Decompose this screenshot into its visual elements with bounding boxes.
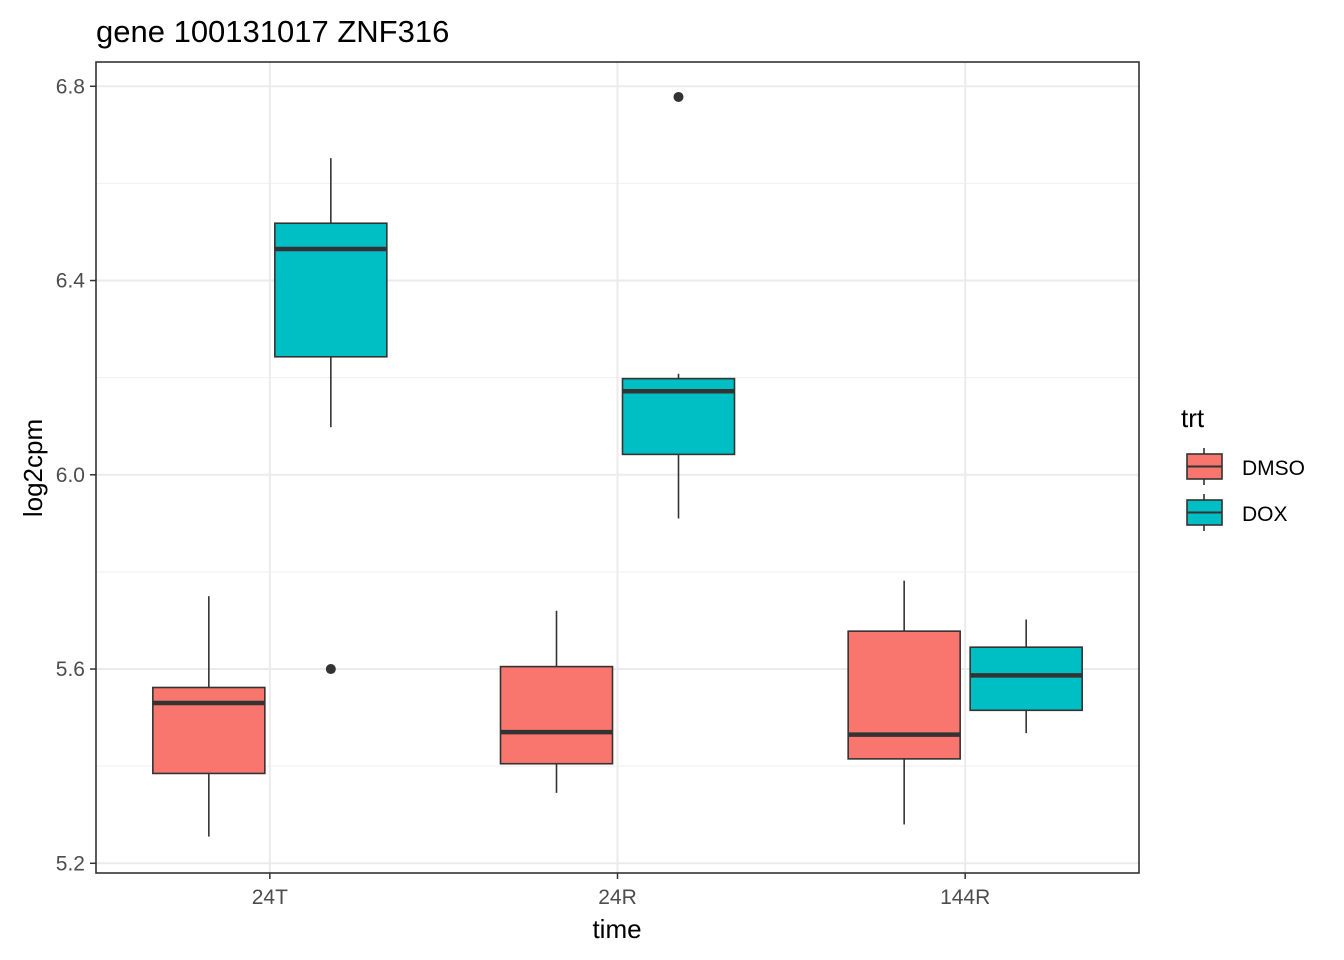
y-axis-title: log2cpm [18, 419, 48, 517]
box-dox-24r [621, 91, 736, 519]
x-axis: 24T 24R 144R [252, 873, 990, 909]
legend-keys: DMSO DOX [1186, 448, 1305, 531]
grid-major [96, 62, 1139, 873]
box-dmso-24t [152, 596, 266, 837]
legend-key-dox: DOX [1186, 494, 1288, 531]
box-iqr [499, 665, 614, 765]
x-tick-label: 144R [940, 886, 990, 909]
x-axis-title: time [592, 914, 641, 944]
box-iqr [274, 222, 388, 358]
box-dmso-144r [847, 580, 961, 825]
outlier-point [673, 91, 684, 102]
y-tick-label: 6.4 [56, 270, 86, 293]
x-tick-label: 24R [598, 886, 637, 909]
legend-key-dmso: DMSO [1186, 448, 1305, 485]
box-iqr [847, 630, 961, 760]
box-dox-24t [274, 158, 388, 675]
x-tick-label: 24T [252, 886, 288, 909]
legend-label: DOX [1242, 503, 1288, 526]
y-tick-label: 5.6 [56, 658, 85, 681]
legend-label: DMSO [1242, 457, 1305, 480]
chart-title: gene 100131017 ZNF316 [96, 14, 449, 49]
legend: trt DMSO DOX [1181, 403, 1305, 531]
y-tick-label: 6.0 [56, 464, 85, 487]
y-tick-label: 6.8 [56, 75, 85, 98]
outlier-point [325, 664, 336, 675]
box-dmso-24r [499, 610, 614, 793]
y-tick-label: 5.2 [56, 852, 85, 875]
box-iqr [969, 646, 1083, 712]
box-iqr [152, 686, 266, 775]
box-layer [152, 91, 1083, 837]
y-axis: 5.2 5.6 6.0 6.4 6.8 [56, 75, 96, 875]
legend-title: trt [1181, 403, 1205, 433]
box-dox-144r [969, 619, 1083, 734]
